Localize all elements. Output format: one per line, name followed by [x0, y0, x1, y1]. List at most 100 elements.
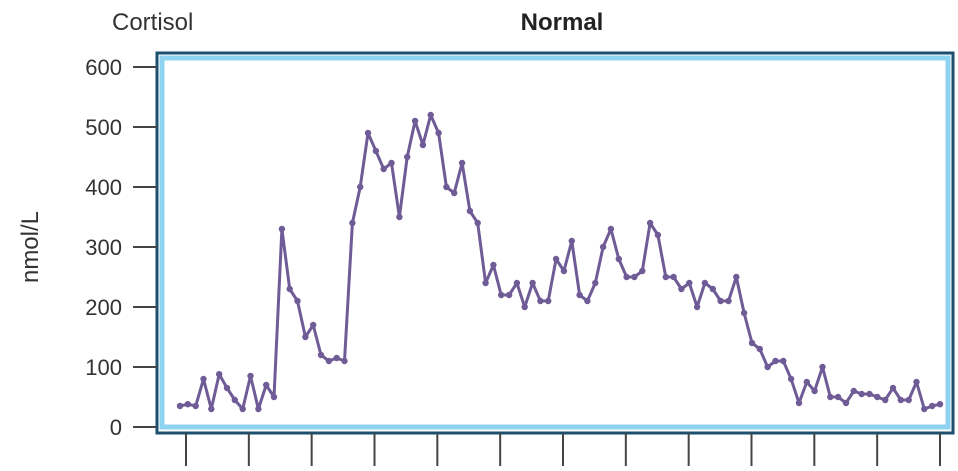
y-axis-label: nmol/L: [17, 211, 44, 283]
data-point: [326, 358, 332, 364]
data-point: [741, 310, 747, 316]
data-point: [569, 238, 575, 244]
data-point: [475, 220, 481, 226]
data-point: [725, 298, 731, 304]
data-point: [929, 403, 935, 409]
chart-left-label: Cortisol: [112, 9, 193, 36]
data-point: [796, 400, 802, 406]
data-point: [921, 406, 927, 412]
data-point: [318, 352, 324, 358]
data-point: [482, 280, 488, 286]
data-point: [623, 274, 629, 280]
data-point: [420, 142, 426, 148]
data-point: [404, 154, 410, 160]
data-point: [349, 220, 355, 226]
data-point: [294, 298, 300, 304]
data-point: [412, 118, 418, 124]
data-point: [851, 388, 857, 394]
data-point: [663, 274, 669, 280]
data-point: [780, 358, 786, 364]
data-point: [647, 220, 653, 226]
data-point: [827, 394, 833, 400]
y-tick-label: 500: [85, 115, 122, 140]
data-point: [631, 274, 637, 280]
data-point: [788, 376, 794, 382]
data-point: [678, 286, 684, 292]
data-point: [874, 394, 880, 400]
data-point: [764, 364, 770, 370]
data-point: [388, 160, 394, 166]
data-point: [240, 406, 246, 412]
data-point: [396, 214, 402, 220]
data-point: [451, 190, 457, 196]
data-point: [490, 262, 496, 268]
data-point: [937, 401, 943, 407]
chart-title: Normal: [521, 9, 604, 36]
data-point: [443, 184, 449, 190]
data-point: [177, 403, 183, 409]
y-tick-label: 0: [110, 415, 122, 440]
data-point: [310, 322, 316, 328]
data-point: [804, 379, 810, 385]
data-point: [193, 403, 199, 409]
data-point: [584, 298, 590, 304]
data-point: [255, 406, 261, 412]
y-tick-label: 600: [85, 55, 122, 80]
data-point: [906, 397, 912, 403]
data-point: [600, 244, 606, 250]
data-point: [639, 268, 645, 274]
y-tick-label: 400: [85, 175, 122, 200]
data-point: [185, 401, 191, 407]
data-point: [302, 334, 308, 340]
data-point: [553, 256, 559, 262]
data-point: [498, 292, 504, 298]
data-point: [537, 298, 543, 304]
data-point: [733, 274, 739, 280]
data-point: [545, 298, 551, 304]
data-point: [522, 304, 528, 310]
data-point: [561, 268, 567, 274]
data-point: [200, 376, 206, 382]
data-point: [232, 397, 238, 403]
data-point: [428, 112, 434, 118]
data-point: [576, 292, 582, 298]
data-point: [694, 304, 700, 310]
data-point: [459, 160, 465, 166]
data-point: [271, 394, 277, 400]
data-point: [686, 280, 692, 286]
data-point: [287, 286, 293, 292]
data-point: [702, 280, 708, 286]
data-point: [357, 184, 363, 190]
data-point: [717, 298, 723, 304]
data-point: [373, 148, 379, 154]
data-point: [381, 166, 387, 172]
data-point: [811, 388, 817, 394]
data-point: [208, 406, 214, 412]
data-point: [710, 286, 716, 292]
data-point: [819, 364, 825, 370]
data-point: [858, 391, 864, 397]
data-point: [843, 400, 849, 406]
data-point: [898, 397, 904, 403]
data-point: [749, 340, 755, 346]
data-point: [263, 382, 269, 388]
data-point: [435, 130, 441, 136]
data-point: [882, 397, 888, 403]
data-point: [757, 346, 763, 352]
data-point: [279, 226, 285, 232]
data-point: [890, 385, 896, 391]
data-point: [341, 358, 347, 364]
data-point: [608, 226, 614, 232]
data-point: [224, 385, 230, 391]
data-point: [866, 391, 872, 397]
data-point: [616, 256, 622, 262]
data-point: [514, 280, 520, 286]
data-point: [772, 358, 778, 364]
data-point: [334, 355, 340, 361]
data-point: [529, 280, 535, 286]
data-point: [655, 232, 661, 238]
data-point: [506, 292, 512, 298]
data-point: [365, 130, 371, 136]
